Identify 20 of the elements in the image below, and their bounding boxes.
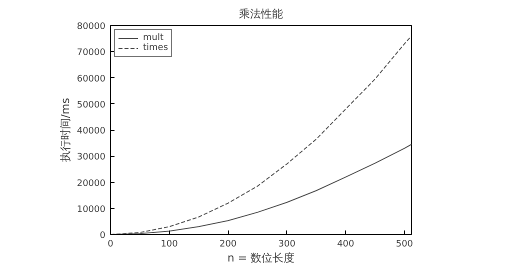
- y-tick-label: 0: [100, 231, 106, 241]
- x-tick-label: 0: [108, 240, 114, 250]
- chart-title: 乘法性能: [239, 8, 283, 20]
- y-tick-label: 70000: [76, 48, 106, 58]
- legend-label: mult: [143, 33, 164, 43]
- x-tick-label: 200: [219, 240, 237, 250]
- y-axis-title: 执行时间/ms: [58, 98, 72, 162]
- x-axis-title: n = 数位长度: [227, 252, 295, 264]
- y-tick-label: 60000: [76, 74, 106, 84]
- legend-label: times: [143, 43, 168, 53]
- y-tick-label: 40000: [76, 126, 106, 136]
- y-tick-label: 80000: [76, 22, 106, 32]
- y-tick-label: 10000: [76, 204, 106, 215]
- y-tick-label: 30000: [76, 152, 106, 163]
- y-tick-label: 50000: [76, 100, 106, 110]
- x-tick-label: 400: [337, 240, 355, 250]
- x-tick-label: 500: [396, 240, 414, 250]
- x-tick-label: 300: [278, 240, 296, 250]
- x-tick-label: 100: [160, 240, 178, 250]
- y-tick-label: 20000: [76, 178, 106, 189]
